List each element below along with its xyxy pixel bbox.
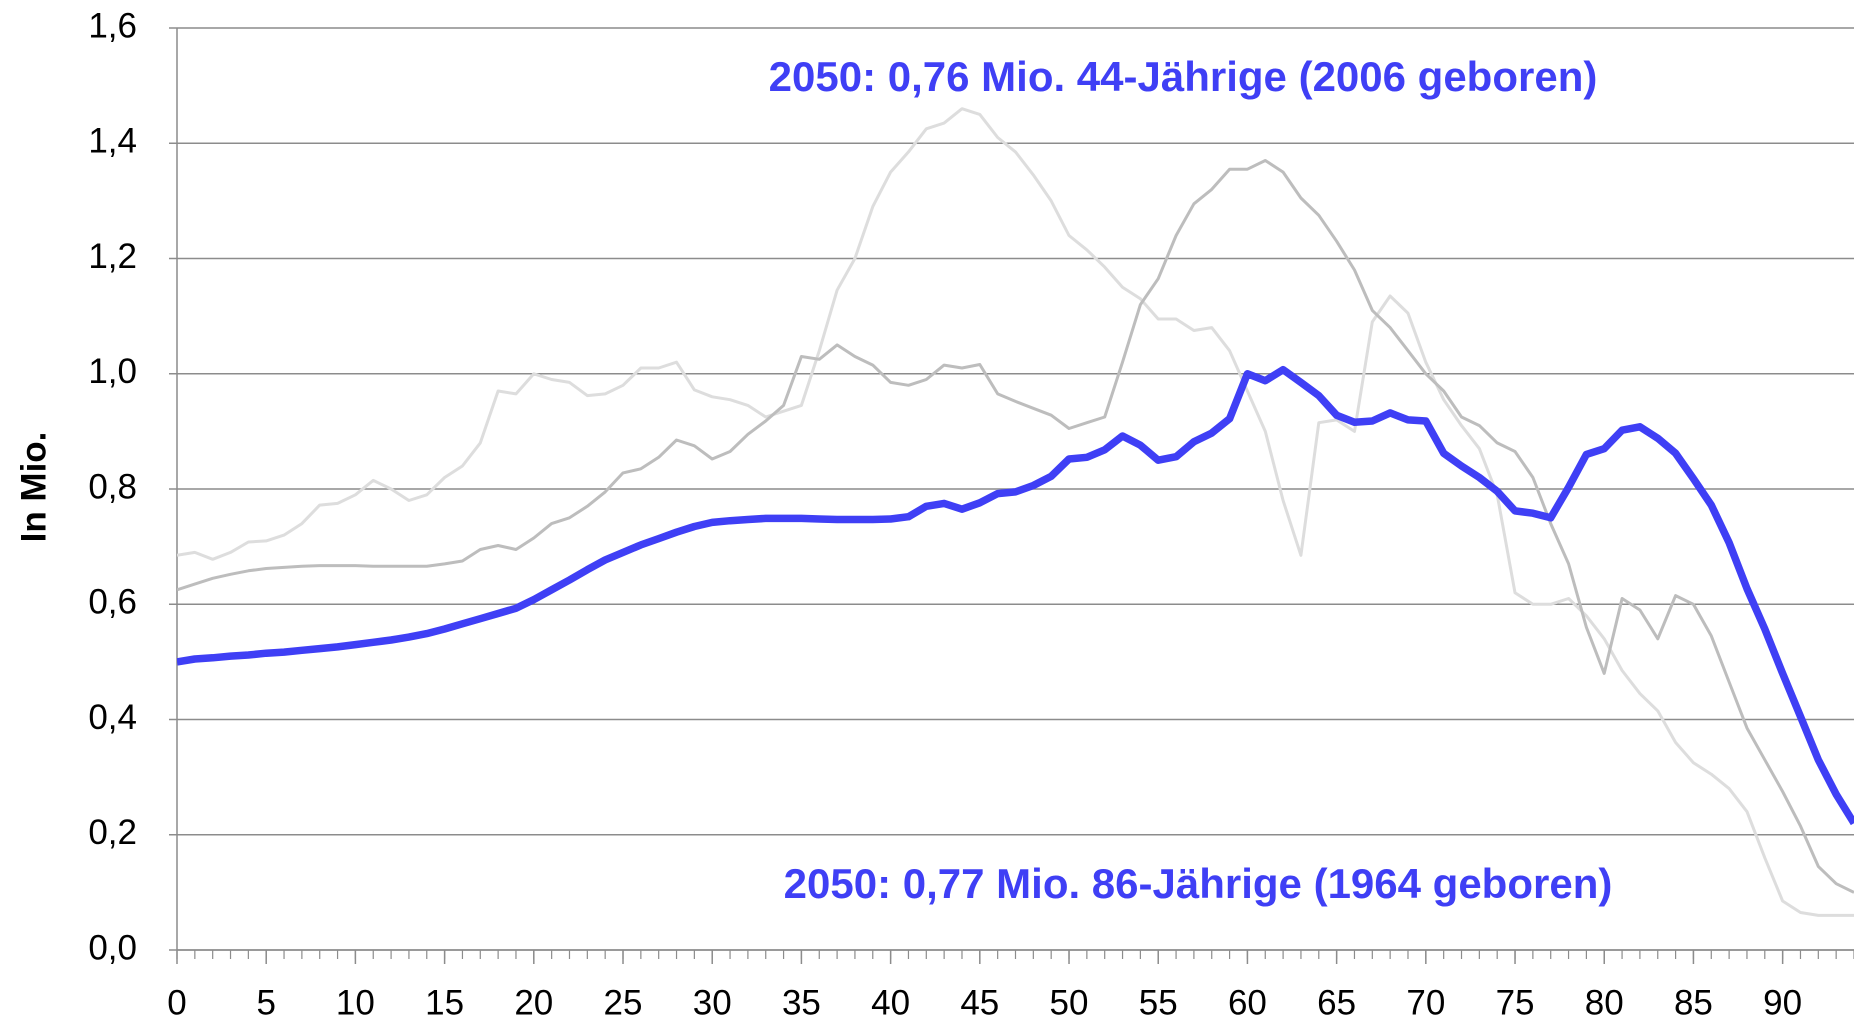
y-tick-label: 0,6 [88, 583, 137, 622]
x-tick-label: 5 [256, 983, 275, 1021]
y-tick-label: 1,2 [88, 237, 137, 276]
line-series [177, 365, 1854, 826]
annotation: 2050: 0,77 Mio. 86-Jährige (1964 geboren… [784, 860, 1613, 907]
x-tick-label: 50 [1050, 983, 1089, 1021]
y-tick-label: 0,8 [88, 467, 137, 506]
x-tick-label: 20 [514, 983, 553, 1021]
x-tick-label: 25 [604, 983, 643, 1021]
x-tick-label: 70 [1406, 983, 1445, 1021]
x-tick-label: 90 [1763, 983, 1802, 1021]
y-axis-label: In Mio. [14, 432, 53, 543]
y-tick-label: 0,2 [88, 813, 137, 852]
y-tick-label: 1,4 [88, 122, 137, 161]
x-tick-label: 10 [336, 983, 375, 1021]
x-tick-label: 60 [1228, 983, 1267, 1021]
x-tick-label: 75 [1496, 983, 1535, 1021]
x-tick-label: 55 [1139, 983, 1178, 1021]
x-tick-label: 30 [693, 983, 732, 1021]
x-tick-label: 40 [871, 983, 910, 1021]
x-tick-label: 15 [425, 983, 464, 1021]
y-tick-label: 0,4 [88, 698, 137, 737]
x-tick-label: 85 [1674, 983, 1713, 1021]
y-tick-label: 1,0 [88, 352, 137, 391]
x-tick-label: 45 [960, 983, 999, 1021]
y-tick-label: 1,6 [88, 6, 137, 45]
annotation: 2050: 0,76 Mio. 44-Jährige (2006 geboren… [769, 53, 1598, 100]
x-tick-label: 65 [1317, 983, 1356, 1021]
line-series [177, 159, 1854, 894]
x-tick-label: 0 [167, 983, 186, 1021]
x-tick-label: 35 [782, 983, 821, 1021]
line-series [177, 107, 1854, 917]
y-tick-label: 0,0 [88, 928, 137, 967]
x-tick-label: 80 [1585, 983, 1624, 1021]
